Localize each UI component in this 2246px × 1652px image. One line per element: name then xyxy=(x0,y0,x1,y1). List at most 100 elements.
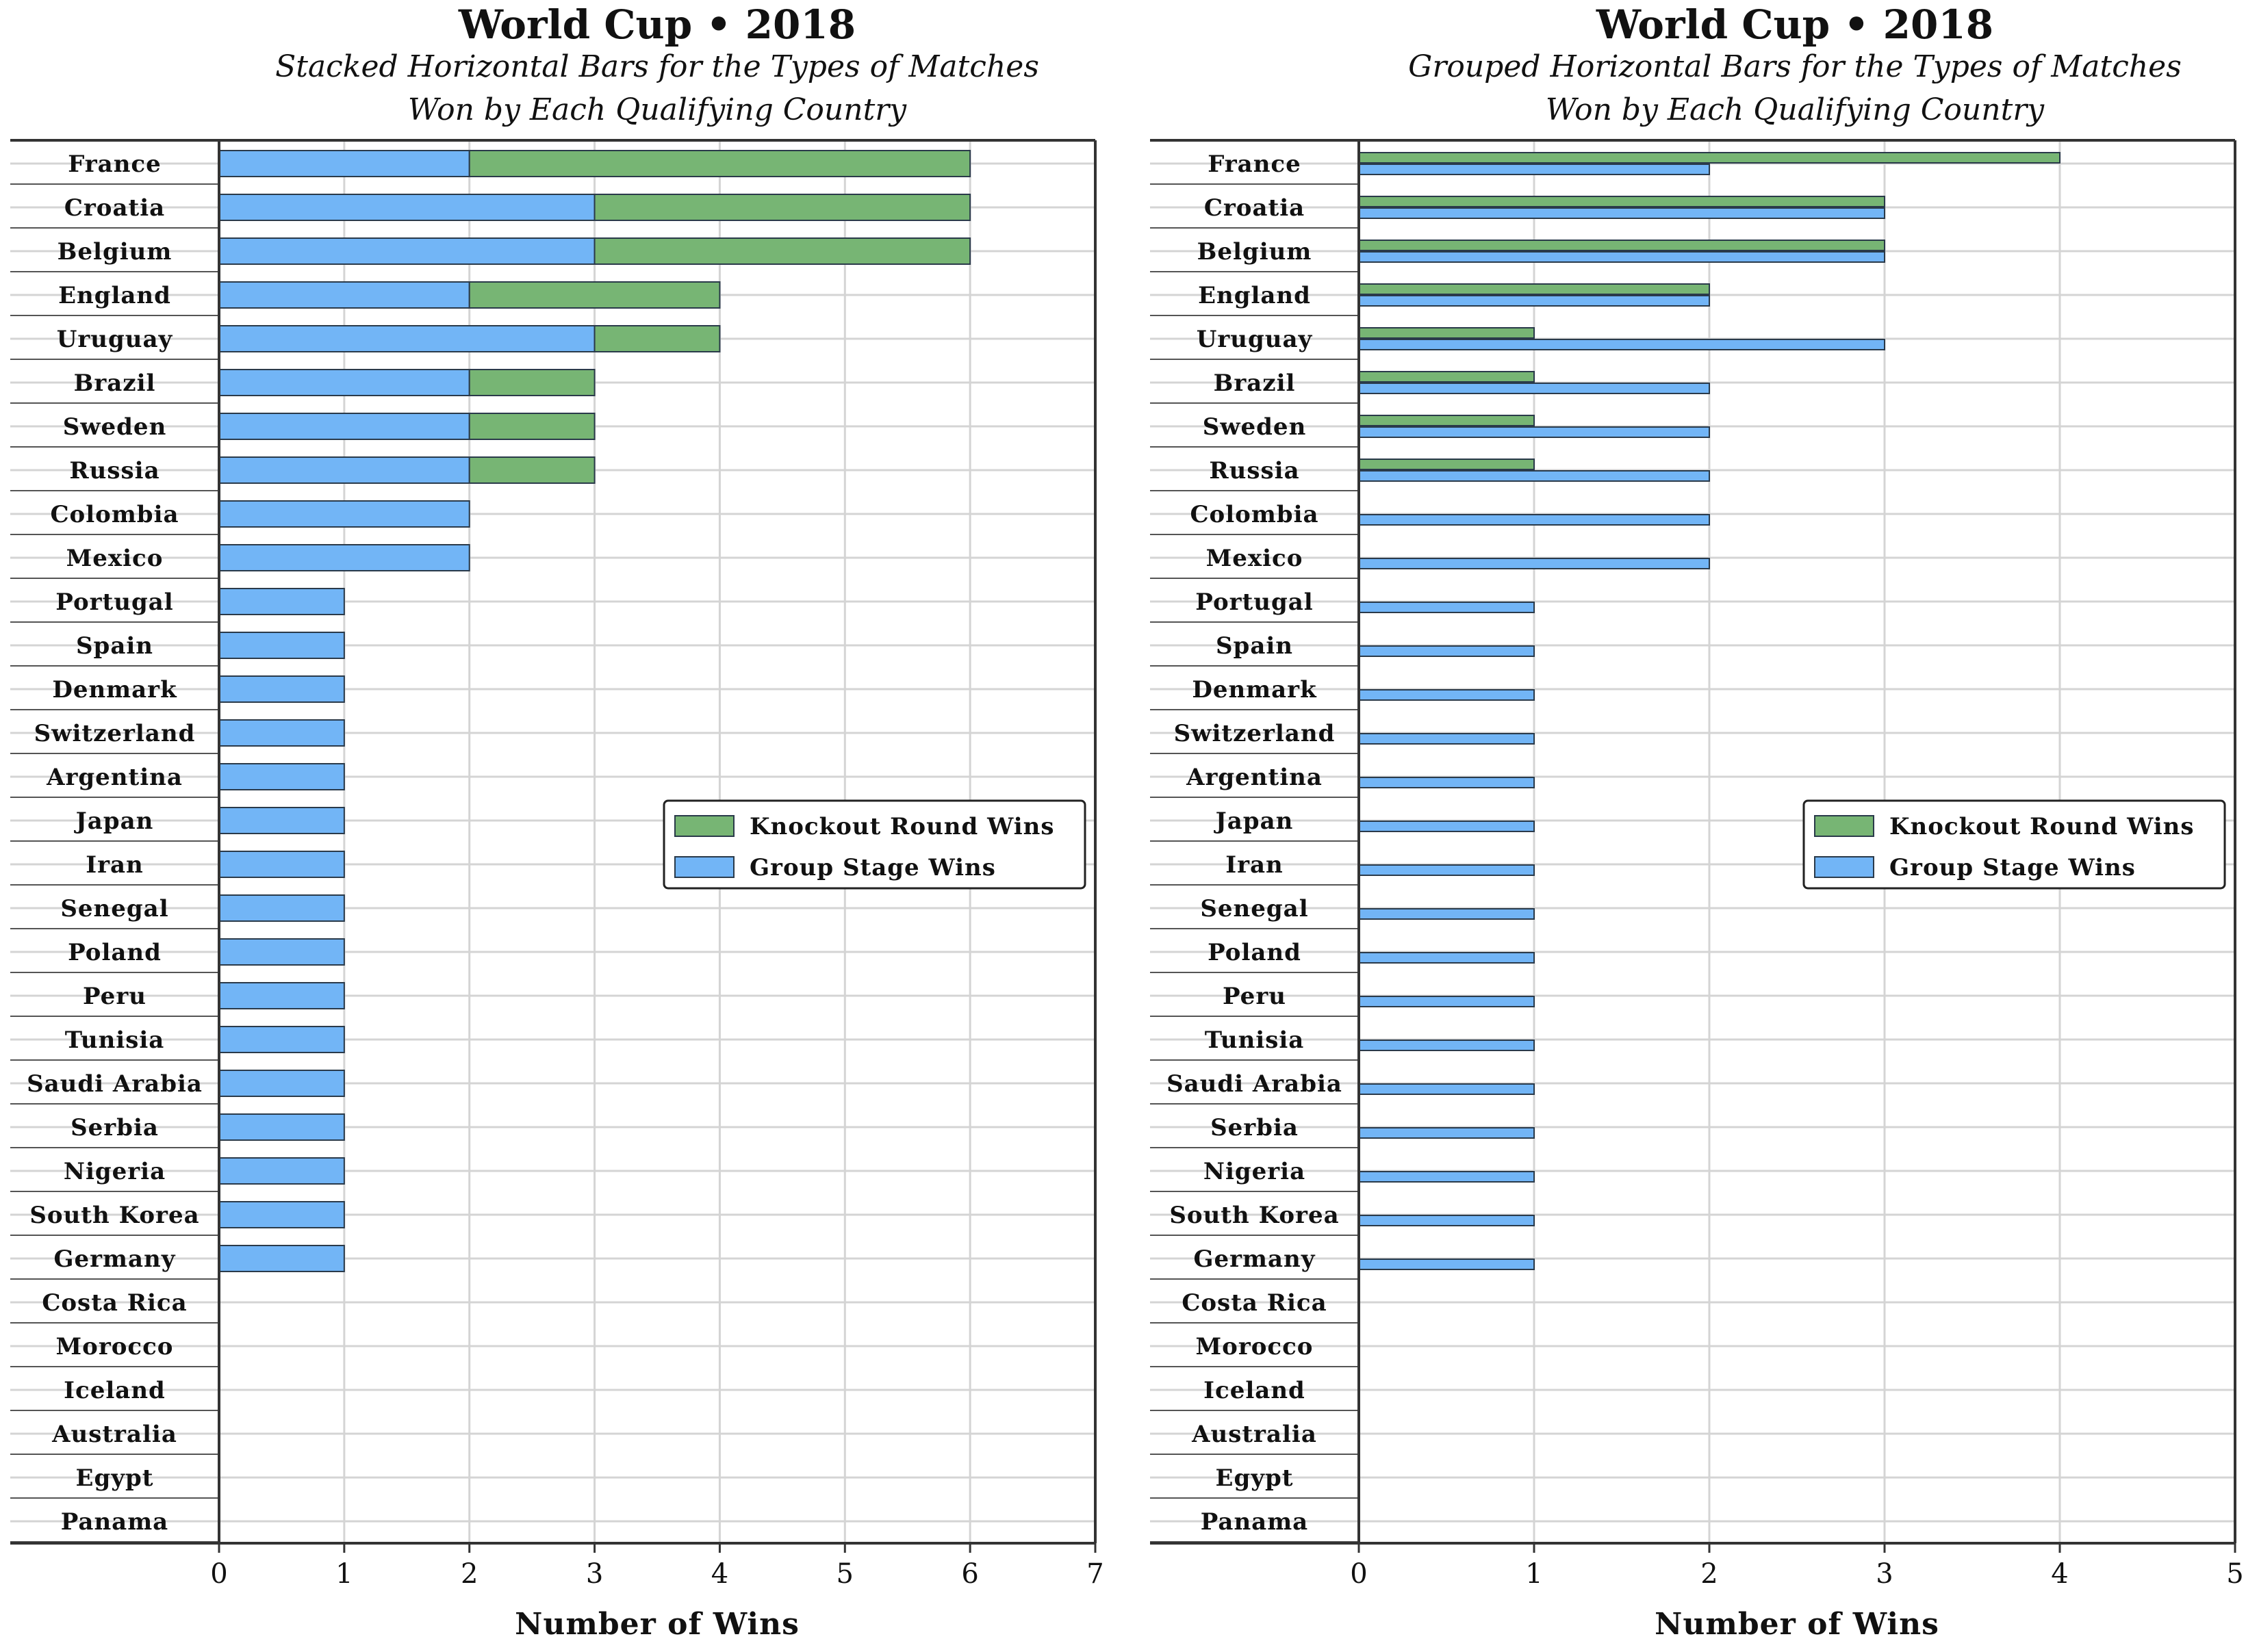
legend-swatch-group-stage-wins xyxy=(1814,856,1874,878)
bar-group-stage-sweden xyxy=(218,413,470,440)
bar-knockout-sweden xyxy=(468,413,596,440)
country-label-uruguay: Uruguay xyxy=(57,326,173,353)
country-label-croatia: Croatia xyxy=(64,194,165,222)
bar-knockout-belgium xyxy=(594,237,971,265)
x-tick-label: 5 xyxy=(2226,1558,2243,1590)
bar-group-stage-japan xyxy=(1358,821,1535,832)
country-label-portugal: Portugal xyxy=(55,589,173,616)
bar-group-stage-colombia xyxy=(1358,514,1710,526)
chart-title: World Cup • 2018 xyxy=(1596,1,1993,48)
bar-knockout-sweden xyxy=(1358,415,1535,426)
bar-group-stage-senegal xyxy=(1358,908,1535,920)
country-label-senegal: Senegal xyxy=(60,895,168,922)
bar-knockout-france xyxy=(468,150,971,177)
country-label-england: England xyxy=(58,282,171,309)
bar-group-stage-south-korea xyxy=(218,1201,345,1228)
country-label-france: France xyxy=(68,151,162,178)
chart-subtitle: Grouped Horizontal Bars for the Types of… xyxy=(1408,49,2182,84)
bar-group-stage-sweden xyxy=(1358,426,1710,438)
x-tick-label: 2 xyxy=(1700,1558,1718,1590)
bar-knockout-england xyxy=(1358,283,1710,295)
bar-group-stage-mexico xyxy=(1358,558,1710,569)
country-label-sweden: Sweden xyxy=(63,413,167,441)
bar-knockout-brazil xyxy=(1358,371,1535,383)
bar-group-stage-argentina xyxy=(218,763,345,790)
country-label-tunisia: Tunisia xyxy=(1205,1027,1305,1054)
country-label-argentina: Argentina xyxy=(46,764,183,791)
country-label-mexico: Mexico xyxy=(66,545,164,572)
country-label-brazil: Brazil xyxy=(74,370,156,397)
chart-subtitle: Stacked Horizontal Bars for the Types of… xyxy=(275,49,1039,84)
country-label-iceland: Iceland xyxy=(1203,1377,1305,1404)
bar-group-stage-england xyxy=(1358,295,1710,307)
country-label-south-korea: South Korea xyxy=(29,1202,199,1229)
bar-group-stage-germany xyxy=(218,1245,345,1272)
country-label-panama: Panama xyxy=(61,1508,168,1536)
country-label-saudi-arabia: Saudi Arabia xyxy=(27,1070,203,1098)
country-label-sweden: Sweden xyxy=(1203,413,1307,441)
country-label-russia: Russia xyxy=(69,457,159,485)
bar-knockout-russia xyxy=(1358,459,1535,470)
country-label-australia: Australia xyxy=(1191,1421,1317,1448)
country-label-colombia: Colombia xyxy=(50,501,179,528)
bar-group-stage-spain xyxy=(1358,645,1535,657)
country-label-poland: Poland xyxy=(68,939,162,966)
country-label-costa-rica: Costa Rica xyxy=(1182,1289,1327,1317)
bars xyxy=(1358,152,2060,1270)
country-label-switzerland: Switzerland xyxy=(1174,720,1336,747)
country-label-serbia: Serbia xyxy=(1210,1114,1299,1141)
x-tick-label: 1 xyxy=(1525,1558,1542,1590)
country-labels: France Croatia Belgium England Uruguay Brazil… xyxy=(1166,151,1342,1536)
country-label-argentina: Argentina xyxy=(1186,764,1323,791)
bar-knockout-croatia xyxy=(594,194,971,221)
country-label-peru: Peru xyxy=(83,983,146,1010)
bar-group-stage-uruguay xyxy=(218,325,596,352)
legend: Knockout Round Wins Group Stage Wins xyxy=(663,799,1086,890)
bar-group-stage-iran xyxy=(218,851,345,878)
x-tick-label: 7 xyxy=(1086,1558,1103,1590)
bar-group-stage-denmark xyxy=(218,675,345,703)
bar-knockout-russia xyxy=(468,456,596,484)
country-label-brazil: Brazil xyxy=(1214,370,1296,397)
x-tick-label: 6 xyxy=(961,1558,978,1590)
country-label-nigeria: Nigeria xyxy=(64,1158,166,1185)
bar-group-stage-serbia xyxy=(1358,1127,1535,1139)
country-label-japan: Japan xyxy=(74,808,154,835)
country-label-iran: Iran xyxy=(86,851,144,879)
bar-group-stage-tunisia xyxy=(1358,1040,1535,1051)
bar-group-stage-brazil xyxy=(1358,383,1710,394)
bar-group-stage-switzerland xyxy=(1358,733,1535,745)
country-label-nigeria: Nigeria xyxy=(1203,1158,1305,1185)
legend-box xyxy=(663,799,1086,890)
country-labels: France Croatia Belgium England Uruguay Brazil… xyxy=(27,151,203,1536)
x-tick-label: 2 xyxy=(461,1558,478,1590)
country-label-serbia: Serbia xyxy=(71,1114,159,1141)
country-label-portugal: Portugal xyxy=(1195,589,1313,616)
country-label-belgium: Belgium xyxy=(58,238,173,266)
bar-group-stage-france xyxy=(218,150,470,177)
legend-label-group-stage-wins: Group Stage Wins xyxy=(1889,854,2136,881)
bar-group-stage-poland xyxy=(218,938,345,966)
bar-group-stage-croatia xyxy=(218,194,596,221)
x-tick-label: 4 xyxy=(2051,1558,2068,1590)
legend-label-group-stage-wins: Group Stage Wins xyxy=(750,854,996,881)
bar-group-stage-tunisia xyxy=(218,1026,345,1053)
country-label-germany: Germany xyxy=(53,1246,175,1273)
country-label-belgium: Belgium xyxy=(1197,238,1312,266)
x-ticks: 0 1 2 3 4 5 6 7 xyxy=(210,1543,1104,1590)
bar-group-stage-saudi-arabia xyxy=(218,1070,345,1097)
bar-group-stage-argentina xyxy=(1358,777,1535,788)
bar-group-stage-spain xyxy=(218,632,345,659)
x-tick-label: 3 xyxy=(1876,1558,1893,1590)
bar-group-stage-uruguay xyxy=(1358,339,1885,350)
bar-group-stage-japan xyxy=(218,807,345,834)
country-label-peru: Peru xyxy=(1223,983,1286,1010)
bar-group-stage-brazil xyxy=(218,369,470,396)
country-label-morocco: Morocco xyxy=(56,1333,174,1360)
bar-group-stage-belgium xyxy=(1358,251,1885,263)
country-label-iceland: Iceland xyxy=(64,1377,166,1404)
bar-knockout-brazil xyxy=(468,369,596,396)
country-label-uruguay: Uruguay xyxy=(1197,326,1313,353)
country-label-saudi-arabia: Saudi Arabia xyxy=(1166,1070,1342,1098)
